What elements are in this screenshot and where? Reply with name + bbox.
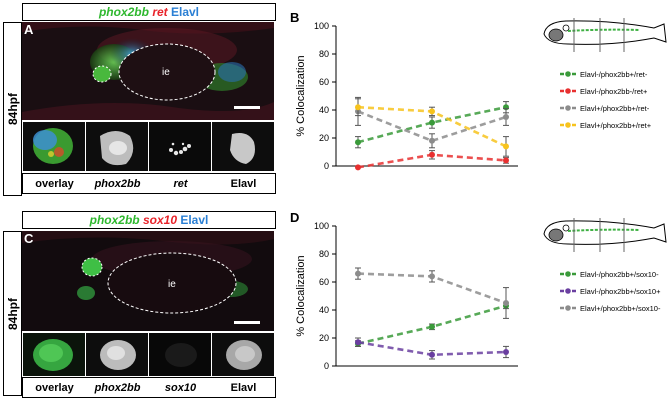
thumb-a-overlay: [22, 121, 86, 172]
thumb-label-ret: ret: [173, 177, 188, 190]
data-point: [429, 151, 435, 158]
thumb-label-overlay-c: overlay: [35, 381, 74, 394]
data-point: [429, 137, 435, 144]
data-point: [355, 339, 361, 346]
thumb-label-phox2bb-c: phox2bb: [94, 381, 141, 394]
scale-bar-c: [234, 321, 260, 324]
panel-letter-c: C: [24, 231, 34, 246]
micrograph-a-drawing: ie: [22, 22, 274, 120]
y-tick-label: 100: [314, 21, 329, 31]
y-tick-label: 60: [319, 277, 329, 287]
legend-entry: Elavl-/phox2bb+/sox10+: [580, 287, 661, 296]
series-line-2: [357, 110, 507, 143]
thumb-a-phox2bb: [85, 121, 149, 172]
header-gene-elavl-c: Elavl: [180, 213, 209, 227]
legend-entry: Elavl+/phox2bb+/sox10-: [580, 304, 661, 313]
stage-label-a: 84hpf: [3, 22, 22, 196]
series-line-0: [357, 105, 507, 144]
data-point: [503, 114, 509, 120]
stage-label-c: 84hpf: [3, 231, 22, 396]
scale-bar-a: [234, 106, 260, 109]
header-gene-phox2bb: phox2bb: [98, 5, 149, 19]
y-tick-label: 80: [319, 49, 329, 59]
header-gene-ret: ret: [152, 5, 168, 19]
data-point: [429, 351, 435, 358]
legend-entry: Elavl-/phox2bb+/sox10-: [580, 270, 659, 279]
thumb-c-elavl: [211, 332, 275, 377]
thumb-labels-a: overlay phox2bb ret Elavl: [22, 173, 276, 194]
panel-letter-a: A: [24, 22, 34, 37]
header-gene-elavl: Elavl: [171, 5, 200, 19]
y-tick-label: 60: [319, 77, 329, 87]
legend-marker: [565, 271, 571, 277]
thumb-labels-c: overlay phox2bb sox10 Elavl: [22, 377, 276, 398]
header-gene-phox2bb-c: phox2bb: [89, 213, 140, 227]
legend-marker: [565, 105, 571, 111]
data-point: [503, 300, 509, 306]
chart-d: D 0 20 40 60 80 100 % Colocalization Elavl-/phox…: [290, 210, 667, 371]
legend-entry: Elavl+/phox2bb+/ret-: [580, 104, 650, 113]
panel-letter-b: B: [290, 10, 299, 25]
legend-entry: Elavl-/phox2bb-/ret+: [580, 87, 648, 96]
legend-marker: [565, 288, 571, 294]
data-point: [503, 143, 509, 150]
chart-b: B 0 20 40 60 80 100 % Colocalization Elavl-/phox…: [290, 10, 667, 171]
thumb-label-elavl-c: Elavl: [230, 381, 257, 394]
data-point: [355, 270, 361, 277]
legend-entry: Elavl+/phox2bb+/ret+: [580, 121, 652, 130]
y-tick-label: 40: [319, 305, 329, 315]
thumb-label-sox10: sox10: [164, 381, 197, 394]
data-point: [355, 104, 361, 111]
panel-a-header: phox2bb ret Elavl: [22, 3, 276, 21]
legend-marker: [565, 88, 571, 94]
data-point: [429, 119, 435, 126]
micrograph-a: ie: [22, 22, 274, 120]
y-axis-label: % Colocalization: [295, 55, 307, 136]
thumb-label-overlay: overlay: [35, 177, 74, 190]
y-tick-label: 0: [324, 161, 329, 171]
data-point: [503, 349, 509, 355]
legend-marker: [565, 122, 571, 128]
data-point: [429, 108, 435, 115]
y-axis-label: % Colocalization: [295, 255, 307, 336]
y-tick-label: 40: [319, 105, 329, 115]
y-tick-label: 20: [319, 333, 329, 343]
organ-label-a: ie: [162, 67, 170, 78]
header-gene-sox10: sox10: [142, 213, 177, 227]
data-point: [503, 157, 509, 164]
y-tick-label: 80: [319, 249, 329, 259]
larva-schematic-icon: [543, 18, 667, 52]
data-point: [355, 139, 361, 146]
data-point: [355, 164, 361, 171]
micrograph-c: ie: [22, 231, 274, 331]
data-point: [429, 323, 435, 330]
thumb-a-elavl: [211, 121, 275, 172]
thumb-c-sox10: [148, 332, 212, 377]
y-tick-label: 100: [314, 221, 329, 231]
panel-c-header: phox2bb sox10 Elavl: [22, 211, 276, 229]
organ-label-c: ie: [168, 279, 176, 290]
legend-marker: [565, 71, 571, 77]
thumb-label-elavl: Elavl: [230, 177, 257, 190]
y-tick-label: 0: [324, 361, 329, 371]
micrograph-c-drawing: ie: [22, 231, 274, 331]
thumb-c-overlay: [22, 332, 86, 377]
legend-marker: [565, 305, 571, 311]
panel-letter-d: D: [290, 210, 299, 225]
thumb-a-ret: [148, 121, 212, 172]
data-point: [429, 273, 435, 280]
thumb-label-phox2bb: phox2bb: [94, 177, 141, 190]
thumb-c-phox2bb: [85, 332, 149, 377]
larva-schematic-icon: [543, 218, 667, 252]
y-tick-label: 20: [319, 133, 329, 143]
legend-entry: Elavl-/phox2bb+/ret-: [580, 70, 648, 79]
